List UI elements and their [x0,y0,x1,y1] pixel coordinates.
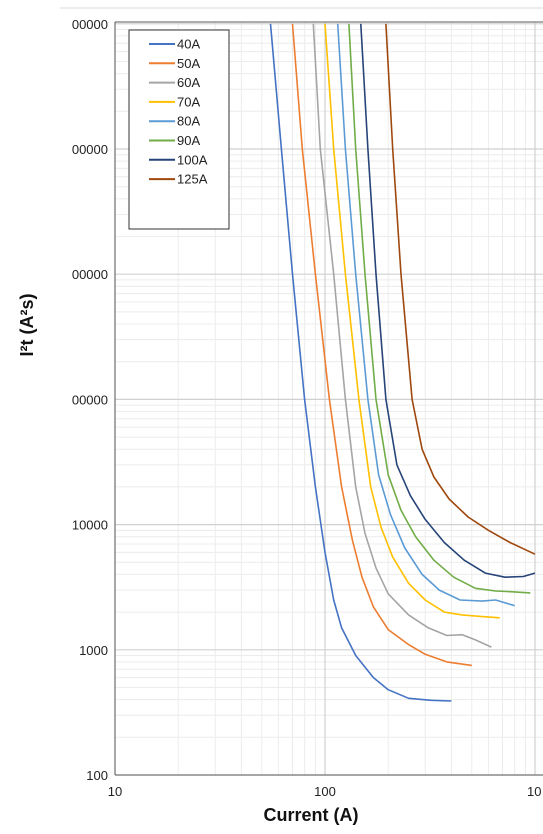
legend-label-40A: 40A [177,37,200,52]
x-tick-label: 100 [314,784,336,799]
y-tick-labels: 100 1000 10000 00000 00000 00000 00000 [72,17,108,783]
series-line-125A [385,23,536,555]
series-line-100A [360,23,536,578]
x-axis-title: Current (A) [264,805,359,825]
legend-box [128,29,230,230]
legend-label-100A: 100A [177,152,208,167]
series-line-50A [291,23,472,667]
series-layer [269,23,536,702]
legend-label-50A: 50A [177,56,200,71]
y-tick-label: 00000 [72,17,108,32]
series-line-80A [336,23,515,607]
y-axis-title: I²t (A²s) [17,294,37,357]
series-line-90A [348,23,531,594]
legend-label-125A: 125A [177,172,208,187]
legend-label-70A: 70A [177,94,200,109]
x-tick-labels: 10 100 10 [108,784,542,799]
legend-label-90A: 90A [177,133,200,148]
legend-label-80A: 80A [177,114,200,129]
y-tick-label: 00000 [72,267,108,282]
x-tick-label: 10 [527,784,541,799]
legend-label-60A: 60A [177,75,200,90]
y-tick-label: 100 [86,768,108,783]
x-tick-label: 10 [108,784,122,799]
series-line-40A [269,23,452,702]
y-tick-label: 1000 [79,643,108,658]
series-line-60A [312,23,492,648]
y-tick-label: 00000 [72,142,108,157]
series-line-70A [324,23,500,619]
y-tick-label: 10000 [72,518,108,533]
legend: 40A 50A 60A 70A 80A 90A 100A 125A [128,29,230,230]
y-tick-label: 00000 [72,392,108,407]
